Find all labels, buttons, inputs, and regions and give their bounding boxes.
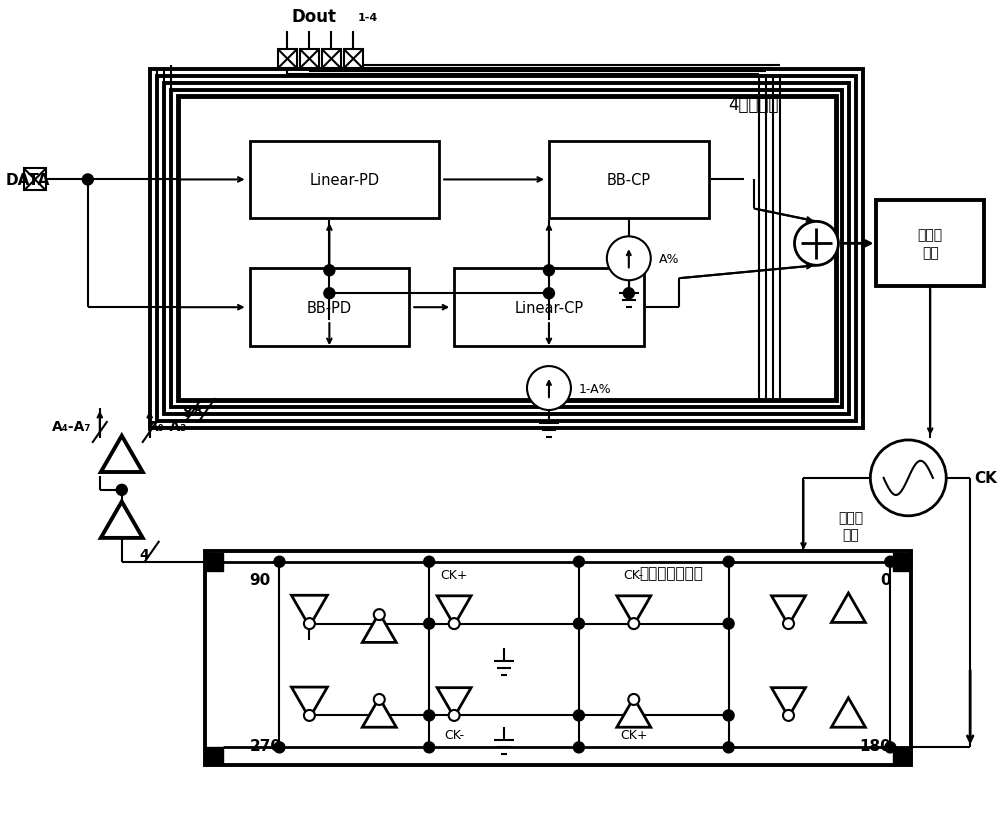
Circle shape (543, 288, 554, 300)
Text: 4: 4 (140, 547, 150, 561)
Polygon shape (362, 698, 396, 727)
Bar (164, 84, 849, 415)
Circle shape (304, 710, 315, 721)
Circle shape (449, 710, 460, 721)
Text: Linear-PD: Linear-PD (309, 173, 379, 188)
Circle shape (374, 609, 385, 620)
Text: 1-4: 1-4 (357, 12, 378, 22)
Circle shape (723, 619, 734, 629)
Circle shape (527, 367, 571, 411)
Text: 环路滤
波器: 环路滤 波器 (918, 229, 943, 260)
Circle shape (723, 742, 734, 753)
Polygon shape (831, 594, 865, 623)
Bar (250, 269, 409, 347)
Bar (454, 269, 644, 347)
Text: CK: CK (974, 471, 997, 486)
Text: CK-: CK- (624, 569, 644, 581)
Circle shape (274, 742, 285, 753)
Circle shape (324, 288, 335, 300)
Circle shape (623, 288, 634, 300)
Polygon shape (437, 688, 471, 717)
Circle shape (723, 556, 734, 567)
Text: 270: 270 (250, 738, 282, 753)
Bar (250, 142, 439, 219)
Polygon shape (101, 502, 143, 538)
Circle shape (324, 266, 335, 277)
Bar (344, 51, 363, 69)
Bar (893, 553, 911, 571)
Polygon shape (362, 614, 396, 643)
Text: A%: A% (659, 253, 679, 266)
Circle shape (783, 710, 794, 721)
Circle shape (573, 710, 584, 721)
Text: 1-A%: 1-A% (579, 382, 612, 395)
Polygon shape (831, 698, 865, 727)
Polygon shape (291, 595, 327, 627)
Text: 4路鉴相器: 4路鉴相器 (728, 95, 779, 113)
Bar (150, 70, 863, 428)
Text: 8: 8 (182, 406, 192, 420)
Bar (549, 142, 709, 219)
Text: CK+: CK+ (620, 728, 648, 741)
Circle shape (885, 556, 896, 567)
Bar (876, 201, 984, 286)
Text: A₄-A₇: A₄-A₇ (52, 420, 92, 433)
Circle shape (573, 556, 584, 567)
Text: 压控振
荡器: 压控振 荡器 (838, 511, 863, 542)
Circle shape (628, 694, 639, 705)
Text: 180: 180 (860, 738, 891, 753)
Circle shape (723, 710, 734, 721)
Text: 8: 8 (192, 405, 202, 418)
Bar (205, 551, 911, 765)
Circle shape (573, 619, 584, 629)
Bar (205, 553, 223, 571)
Circle shape (543, 266, 554, 277)
Circle shape (424, 556, 435, 567)
Circle shape (82, 175, 93, 185)
Circle shape (424, 710, 435, 721)
Text: A₀-A₃: A₀-A₃ (148, 420, 187, 433)
Circle shape (374, 694, 385, 705)
Circle shape (573, 742, 584, 753)
Circle shape (870, 440, 946, 516)
Circle shape (449, 619, 460, 629)
Polygon shape (437, 596, 471, 625)
Bar (893, 748, 911, 765)
Text: 注入锁定分频器: 注入锁定分频器 (639, 566, 703, 580)
Polygon shape (101, 436, 143, 473)
Text: DATA: DATA (6, 173, 50, 188)
Bar (171, 90, 842, 407)
Bar (278, 51, 297, 69)
Polygon shape (291, 687, 327, 719)
Text: Linear-CP: Linear-CP (514, 301, 584, 315)
Circle shape (274, 556, 285, 567)
Bar (205, 748, 223, 765)
Text: 90: 90 (250, 572, 271, 588)
Circle shape (304, 619, 315, 629)
Circle shape (628, 619, 639, 629)
Circle shape (794, 222, 838, 266)
Bar (322, 51, 341, 69)
Bar (178, 97, 836, 401)
Circle shape (116, 484, 127, 496)
Text: BB-PD: BB-PD (307, 301, 352, 315)
Circle shape (424, 742, 435, 753)
Circle shape (783, 619, 794, 629)
Text: CK+: CK+ (440, 569, 468, 581)
Text: 0: 0 (881, 572, 891, 588)
Circle shape (424, 619, 435, 629)
Polygon shape (617, 596, 651, 625)
Circle shape (607, 237, 651, 281)
Circle shape (885, 742, 896, 753)
Polygon shape (772, 596, 805, 625)
Text: CK-: CK- (444, 728, 464, 741)
Text: BB-CP: BB-CP (607, 173, 651, 188)
Polygon shape (617, 698, 651, 727)
Text: Dout: Dout (292, 7, 337, 26)
Bar (157, 76, 856, 421)
Bar (24, 169, 46, 191)
Polygon shape (772, 688, 805, 717)
Bar (300, 51, 319, 69)
